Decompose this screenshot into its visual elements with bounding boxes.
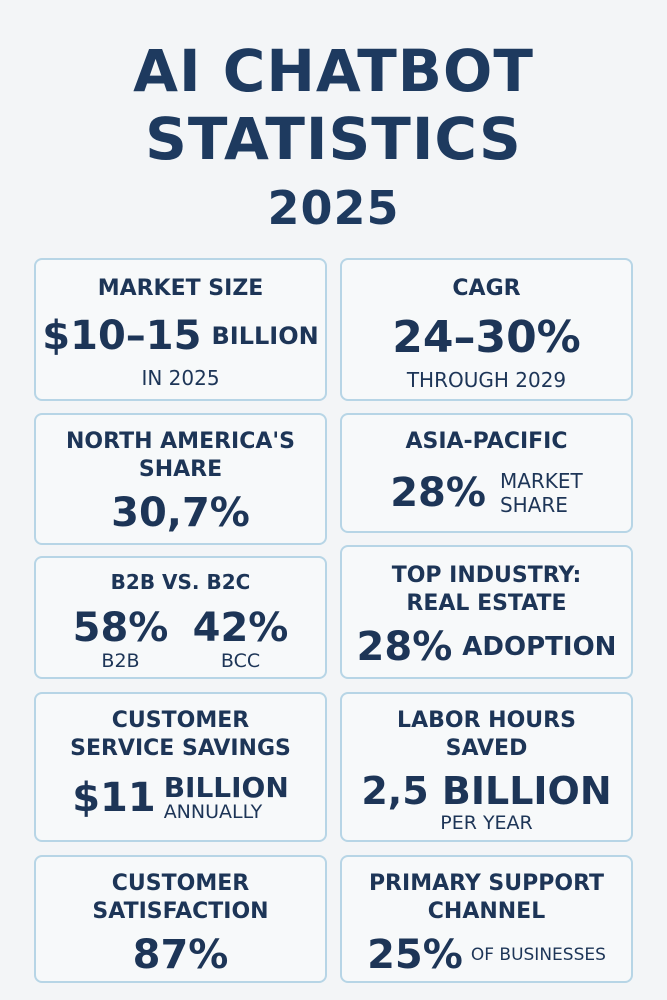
card-value: $11	[72, 775, 156, 821]
card-value: $10–15	[42, 313, 202, 359]
card-label-1: TOP INDUSTRY:	[391, 563, 582, 588]
card-label: ASIA-PACIFIC	[405, 429, 568, 454]
card-label-2: SERVICE SAVINGS	[70, 736, 291, 761]
card-unit: ADOPTION	[462, 632, 617, 662]
card-unit-1: MARKET	[499, 469, 583, 493]
card-sub: THROUGH 2029	[406, 368, 567, 392]
card-label-1: NORTH AMERICA'S	[66, 429, 295, 454]
card-satisfaction: CUSTOMER SATISFACTION 87%	[34, 855, 327, 983]
card-labor-hours: LABOR HOURS SAVED 2,5 BILLION PER YEAR	[340, 692, 633, 842]
card-label: CAGR	[452, 276, 521, 301]
title-line-2: STATISTICS	[145, 105, 522, 173]
card-value: 28%	[356, 624, 453, 670]
card-label-2: SHARE	[138, 457, 223, 482]
card-sub: IN 2025	[141, 366, 220, 390]
card-unit: BILLION	[211, 322, 319, 350]
card-label-2: SATISFACTION	[92, 899, 269, 924]
card-unit: OF BUSINESSES	[470, 944, 606, 965]
card-label-2: CHANNEL	[427, 899, 546, 924]
card-sub: PER YEAR	[440, 812, 533, 834]
card-label-1: CUSTOMER	[111, 871, 250, 896]
card-label-2: SAVED	[445, 736, 528, 761]
card-b2b-b2c: B2B VS. B2C 58% B2B 42% BCC	[34, 556, 327, 679]
card-label: MARKET SIZE	[97, 276, 264, 301]
card-support-channel: PRIMARY SUPPORT CHANNEL 25% OF BUSINESSE…	[340, 855, 633, 983]
card-label-1: PRIMARY SUPPORT	[368, 871, 605, 896]
card-top-industry: TOP INDUSTRY: REAL ESTATE 28% ADOPTION	[340, 545, 633, 679]
card-value: 2,5 BILLION	[361, 769, 612, 813]
card-label: B2B VS. B2C	[110, 570, 251, 594]
card-left-value: 58%	[72, 605, 169, 651]
card-right-value: 42%	[192, 605, 289, 651]
card-value: 28%	[390, 470, 486, 516]
card-unit-2: SHARE	[499, 493, 568, 517]
card-value: 24–30%	[392, 312, 581, 363]
title-line-1: AI CHATBOT	[133, 37, 534, 105]
card-value: 30,7%	[111, 490, 250, 536]
card-unit-1: BILLION	[163, 771, 289, 804]
card-value: 87%	[132, 932, 229, 978]
card-cagr: CAGR 24–30% THROUGH 2029	[340, 258, 633, 401]
card-market-size: MARKET SIZE $10–15 BILLION IN 2025	[34, 258, 327, 401]
card-unit-2: ANNUALLY	[163, 801, 263, 823]
card-label-1: CUSTOMER	[111, 708, 250, 733]
title-year: 2025	[267, 181, 400, 235]
card-asia-pacific: ASIA-PACIFIC 28% MARKET SHARE	[340, 413, 633, 533]
card-right-sub: BCC	[220, 650, 261, 672]
card-label-1: LABOR HOURS	[397, 708, 576, 733]
card-label-2: REAL ESTATE	[406, 591, 567, 616]
card-left-sub: B2B	[101, 650, 140, 672]
card-value: 25%	[367, 932, 463, 978]
card-service-savings: CUSTOMER SERVICE SAVINGS $11 BILLION ANN…	[34, 692, 327, 842]
card-north-america: NORTH AMERICA'S SHARE 30,7%	[34, 413, 327, 545]
